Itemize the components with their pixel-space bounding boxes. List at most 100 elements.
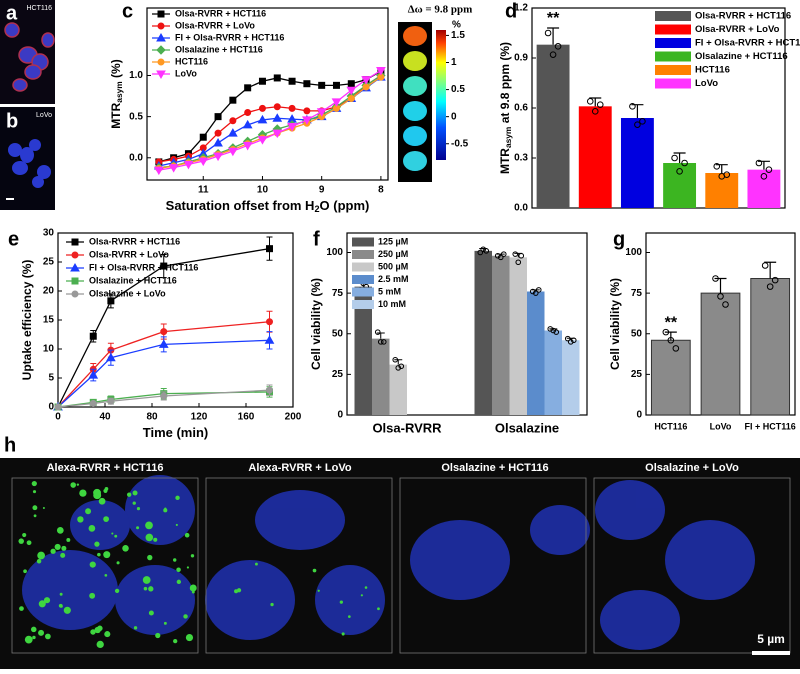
axis-label-part: asym xyxy=(503,127,513,148)
marker xyxy=(362,83,370,91)
punctum xyxy=(26,540,32,546)
legend-label: Olsa-RVRR + LoVo xyxy=(175,20,255,30)
marker xyxy=(160,328,168,336)
phantoms xyxy=(403,26,427,171)
punctum xyxy=(175,495,180,501)
nuclei xyxy=(22,475,755,650)
y-tick-label: 25 xyxy=(631,369,643,380)
y-tick-label: 0 xyxy=(48,402,54,413)
marker xyxy=(71,238,79,246)
punctum xyxy=(111,532,114,535)
colorbar-title: Δω = 9.8 ppm xyxy=(408,4,473,16)
punctum xyxy=(66,537,71,542)
data-point xyxy=(567,339,574,345)
render-title: Olsalazine + LoVo xyxy=(645,462,739,474)
legend-label: 10 mM xyxy=(378,299,406,309)
y-tick-label: 0.6 xyxy=(514,103,528,114)
plot-frame xyxy=(346,232,588,416)
punctum xyxy=(147,554,153,561)
render-title: Olsalazine + HCT116 xyxy=(441,462,548,474)
data-point xyxy=(672,345,680,352)
data-point xyxy=(634,121,641,128)
punctum xyxy=(176,579,182,585)
data-point xyxy=(712,275,719,282)
y-tick-label: 0.3 xyxy=(514,153,528,164)
error-bar xyxy=(673,152,686,163)
punctum xyxy=(341,632,345,636)
punctum xyxy=(61,545,67,551)
punctum xyxy=(76,483,80,486)
legend-label: FI + Olsa-RVRR + HCT116 xyxy=(175,32,284,42)
axis-label-part: MTR xyxy=(109,102,123,128)
data-point xyxy=(512,251,519,257)
marker xyxy=(266,318,273,326)
punctum xyxy=(377,607,380,611)
legend-swatch xyxy=(655,65,691,75)
marker xyxy=(107,297,115,305)
data-point xyxy=(549,51,557,58)
x-tick-label: LoVo xyxy=(710,421,732,431)
punctum xyxy=(85,508,92,515)
marker xyxy=(264,335,275,344)
axis-label: Cell viability (%) xyxy=(608,278,622,370)
y-tick-label: 100 xyxy=(625,247,642,258)
punctum xyxy=(190,554,195,558)
punctum xyxy=(136,526,140,530)
punctum xyxy=(364,586,368,589)
data-point xyxy=(722,301,729,308)
punctum xyxy=(153,537,158,542)
cells xyxy=(8,139,51,188)
punctum xyxy=(23,569,27,574)
axis-label: Uptake efficiency (%) xyxy=(20,260,34,381)
marker xyxy=(160,392,168,400)
punctum xyxy=(163,508,168,513)
axis-label-part: Time (min) xyxy=(143,425,209,440)
punctum xyxy=(148,586,154,592)
legend-label: HCT116 xyxy=(695,65,730,76)
punctum xyxy=(148,610,154,616)
y-tick-label: 0.0 xyxy=(514,203,528,214)
legend-label: 125 µM xyxy=(378,236,408,246)
legend-label: Olsa-RVRR + LoVo xyxy=(89,249,169,259)
colorbar-unit: % xyxy=(452,20,461,31)
data-point xyxy=(755,159,763,167)
error-bar xyxy=(589,97,602,107)
bar xyxy=(536,44,570,208)
y-tick-label: 0 xyxy=(337,410,343,421)
x-tick-label: 8 xyxy=(378,185,384,196)
axis-label-part: 2 xyxy=(314,204,319,214)
legend-swatch xyxy=(655,38,691,48)
x-tick-label: FI + HCT116 xyxy=(745,421,796,431)
legend-label: 250 µM xyxy=(378,249,408,259)
axis-label-part: Cell viability (%) xyxy=(309,278,323,370)
series-line xyxy=(158,74,382,163)
marker xyxy=(157,58,165,66)
marker xyxy=(347,95,355,103)
colorbar-tick-label: -0.5 xyxy=(451,138,469,149)
data-point xyxy=(529,288,536,295)
bar xyxy=(663,163,697,208)
legend-label: Olsa-RVRR + HCT116 xyxy=(695,11,791,22)
data-point xyxy=(395,365,402,371)
error-bar xyxy=(631,104,644,118)
group-label: Olsalazine xyxy=(495,420,559,435)
axis-label-part: (%) xyxy=(109,59,123,81)
punctum xyxy=(89,561,96,568)
data-point xyxy=(544,29,552,37)
marker xyxy=(213,152,223,162)
colorbar-tick-label: 0.5 xyxy=(451,84,465,95)
x-tick-label: 200 xyxy=(285,412,302,423)
marker xyxy=(199,133,207,141)
marker xyxy=(71,290,79,298)
scale-label: 5 µm xyxy=(757,632,785,646)
punctum xyxy=(186,566,190,569)
marker xyxy=(156,32,166,42)
y-tick-label: 30 xyxy=(43,228,55,239)
error-bar xyxy=(714,277,727,294)
bar xyxy=(389,364,407,415)
error-bar xyxy=(664,331,677,341)
punctum xyxy=(155,632,161,639)
marker xyxy=(287,123,297,132)
axis-label: MTRasym at 9.8 ppm (%) xyxy=(498,42,513,174)
punctum xyxy=(116,561,120,565)
